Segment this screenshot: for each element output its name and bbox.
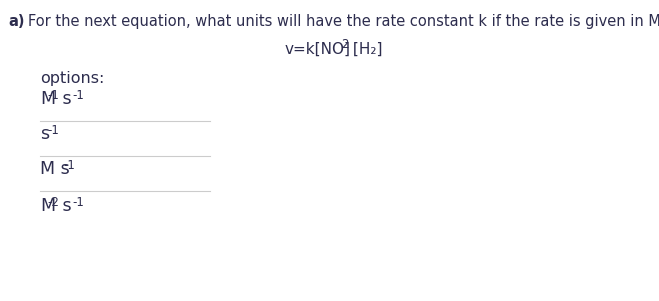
Text: s: s: [57, 90, 72, 108]
Text: -1: -1: [63, 159, 75, 172]
Text: s: s: [57, 197, 72, 215]
Text: 2: 2: [341, 38, 349, 51]
Text: v=k[NO]: v=k[NO]: [285, 42, 351, 57]
Text: options:: options:: [40, 71, 104, 86]
Text: a): a): [8, 14, 24, 29]
Text: -2: -2: [47, 196, 59, 209]
Text: -1: -1: [47, 124, 59, 137]
Text: M: M: [40, 90, 55, 108]
Text: -1: -1: [47, 89, 59, 102]
Text: [H₂]: [H₂]: [347, 42, 382, 57]
Text: -1: -1: [72, 89, 84, 102]
Text: For the next equation, what units will have the rate constant k if the rate is g: For the next equation, what units will h…: [28, 14, 659, 29]
Text: M: M: [40, 197, 55, 215]
Text: -1: -1: [72, 196, 84, 209]
Text: M s: M s: [40, 160, 70, 178]
Text: s: s: [40, 125, 49, 143]
